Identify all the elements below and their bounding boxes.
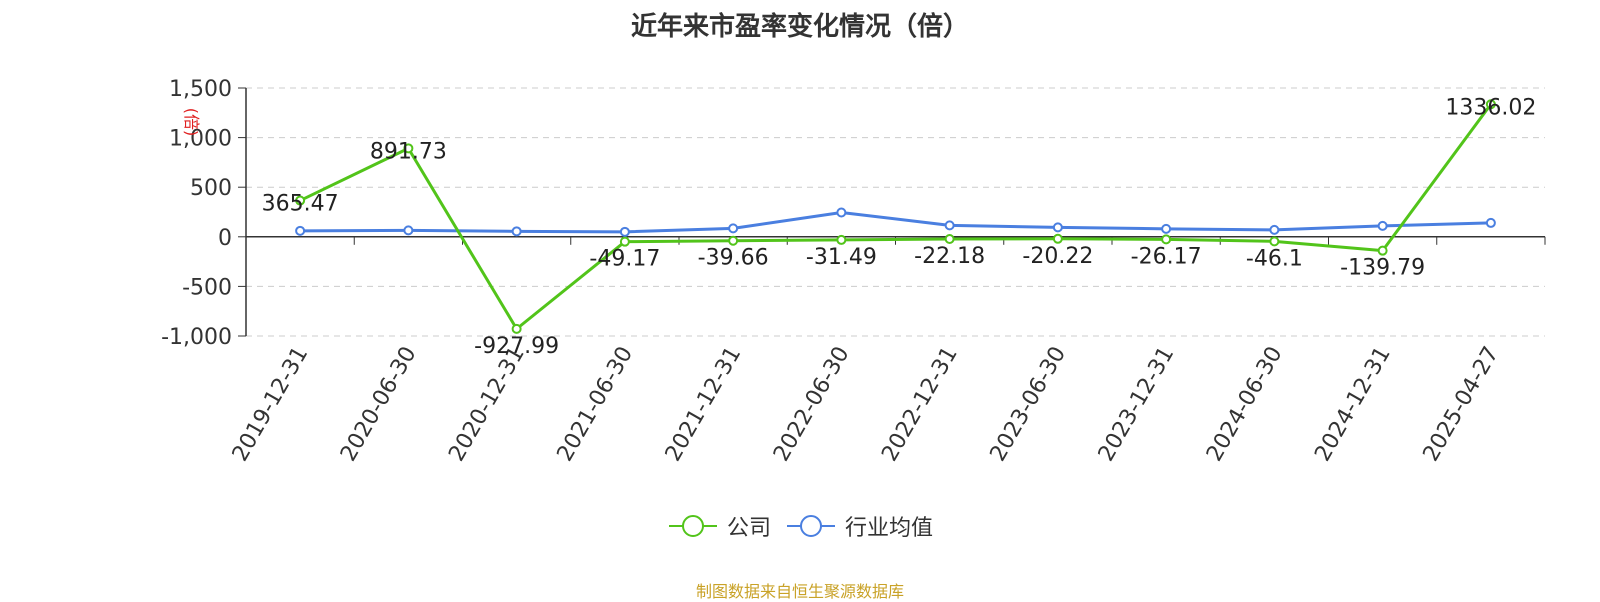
industry-data-point xyxy=(1052,222,1063,233)
company-data-point xyxy=(619,236,630,247)
x-tick-label: 2022-06-30 xyxy=(769,343,855,466)
x-tick-label: 2022-12-31 xyxy=(877,343,963,466)
industry-data-point xyxy=(295,225,306,236)
company-data-label: -20.22 xyxy=(1022,244,1093,269)
company-data-label: -22.18 xyxy=(914,244,985,269)
company-data-point xyxy=(1269,236,1280,247)
x-tick-label: 2025-04-27 xyxy=(1418,343,1504,466)
industry-data-point xyxy=(511,226,522,237)
company-data-point xyxy=(511,323,522,334)
company-data-label: -139.79 xyxy=(1340,256,1425,281)
legend-item-company[interactable]: 公司 xyxy=(667,510,771,542)
company-data-point xyxy=(1377,245,1388,256)
industry-data-point xyxy=(403,225,414,236)
industry-series-line xyxy=(300,210,1491,234)
y-tick-label: 500 xyxy=(190,176,232,201)
company-data-point xyxy=(1161,234,1172,245)
industry-data-point xyxy=(619,226,630,237)
y-tick-label: -1,000 xyxy=(161,325,232,350)
legend-label-industry: 行业均值 xyxy=(845,516,934,541)
x-tick-label: 2024-06-30 xyxy=(1202,343,1288,466)
company-data-label: 365.47 xyxy=(262,192,339,217)
y-axis-label: (倍) xyxy=(182,108,201,137)
company-data-label: 891.73 xyxy=(370,139,447,164)
x-tick-label: 2020-12-31 xyxy=(444,343,530,466)
company-series-line xyxy=(299,103,1493,331)
company-data-label: -46.1 xyxy=(1246,246,1303,271)
chart-title: 近年来市盈率变化情况（倍） xyxy=(630,12,969,42)
legend-industry-marker-icon xyxy=(787,515,835,537)
x-tick-label: 2021-06-30 xyxy=(552,343,638,466)
legend-company-marker-icon xyxy=(668,515,717,537)
y-tick-label: 1,500 xyxy=(169,77,232,102)
chart-legend[interactable]: 公司 行业均值 xyxy=(0,510,1600,542)
company-data-point xyxy=(1485,99,1496,110)
x-tick-label: 2023-06-30 xyxy=(985,343,1071,466)
company-data-label: 1336.02 xyxy=(1445,95,1536,120)
company-data-label: -49.17 xyxy=(589,247,660,272)
industry-data-point xyxy=(1269,224,1280,235)
industry-data-point xyxy=(1377,220,1388,231)
y-tick-label: -500 xyxy=(182,275,232,300)
industry-data-point xyxy=(728,223,739,234)
company-data-label: -39.66 xyxy=(698,246,769,271)
industry-data-point xyxy=(944,220,955,231)
y-tick-label: 1,000 xyxy=(169,127,232,152)
industry-data-point xyxy=(1485,217,1496,228)
x-tick-label: 2021-12-31 xyxy=(661,343,747,466)
industry-data-point xyxy=(836,207,847,218)
industry-data-point xyxy=(1161,223,1172,234)
legend-label-company: 公司 xyxy=(726,516,771,541)
x-tick-label: 2019-12-31 xyxy=(228,343,314,466)
pe-ratio-line-chart: 1,500 1,000 500 0 -500 -1,000 (倍) 2019-12-31 202… xyxy=(161,77,1546,466)
company-data-point xyxy=(728,235,739,246)
legend-item-industry[interactable]: 行业均值 xyxy=(785,510,933,542)
company-data-point xyxy=(944,234,955,245)
company-data-point xyxy=(295,195,306,206)
x-tick-label: 2024-12-31 xyxy=(1310,343,1396,466)
company-data-point xyxy=(1052,233,1063,244)
y-tick-label: 0 xyxy=(218,226,232,251)
company-data-label: -26.17 xyxy=(1131,244,1202,269)
company-data-label: -31.49 xyxy=(806,245,877,270)
x-tick-label: 2020-06-30 xyxy=(336,343,422,466)
x-tick-label: 2023-12-31 xyxy=(1094,343,1180,466)
data-source-note: 制图数据来自恒生聚源数据库 xyxy=(695,582,904,601)
company-data-point xyxy=(836,234,847,245)
company-data-label: -927.99 xyxy=(474,334,559,359)
company-data-point xyxy=(403,143,414,154)
